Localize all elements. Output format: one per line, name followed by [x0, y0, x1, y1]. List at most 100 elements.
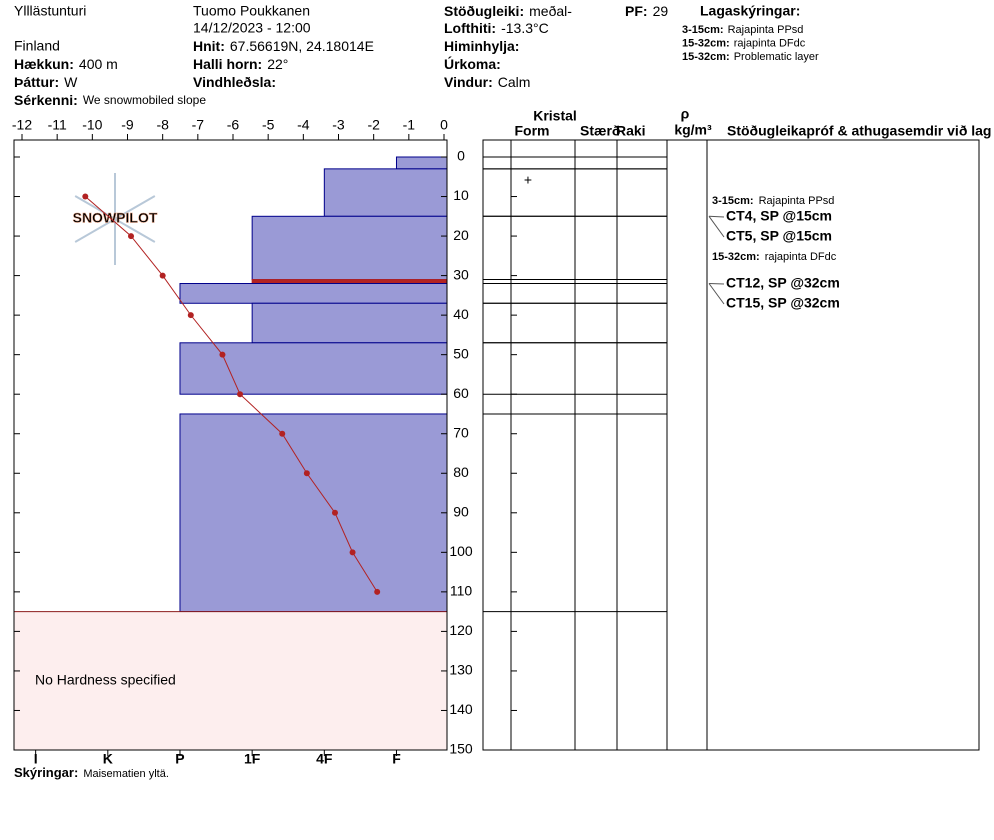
- header-field: Þáttur: W: [14, 74, 78, 90]
- field-value: 29: [653, 3, 669, 19]
- note-range: 15-32cm:: [682, 51, 730, 63]
- temperature-tick-label: -9: [121, 117, 134, 133]
- logo-flake: [74, 195, 156, 243]
- layer-comment: 3-15cm: Rajapinta PPsd: [712, 195, 834, 207]
- comment-range: 15-32cm:: [712, 251, 760, 263]
- field-label: Vindur:: [444, 74, 493, 90]
- header-field: Stöðugleiki: meðal-: [444, 3, 572, 19]
- stability-test: CT15, SP @32cm: [726, 295, 840, 311]
- depth-tick-label: 60: [453, 385, 469, 401]
- field-value: 22°: [267, 56, 288, 72]
- hardness-tick-label: P: [175, 751, 184, 767]
- test-arrow: [708, 215, 725, 218]
- header-field: Sérkenni: We snowmobiled slope: [14, 92, 206, 108]
- observer: Tuomo Poukkanen: [193, 3, 310, 19]
- depth-tick-label: 70: [453, 424, 469, 440]
- hardness-layer: [179, 283, 448, 304]
- header-field: Halli horn: 22°: [193, 56, 288, 72]
- temperature-point: [237, 391, 244, 398]
- temperature-point: [331, 509, 338, 516]
- field-value: 400 m: [79, 56, 118, 72]
- field-label: Hækkun:: [14, 56, 74, 72]
- crystal-form: +: [524, 171, 532, 187]
- field-value: Maisematien yltä.: [83, 768, 169, 780]
- datetime: 14/12/2023 - 12:00: [193, 20, 311, 36]
- note-text: Problematic layer: [734, 51, 819, 63]
- logo-text: SNOWPILOT: [73, 210, 158, 226]
- depth-tick-label: 140: [449, 701, 473, 717]
- depth-tick-label: 120: [449, 622, 473, 638]
- depth-tick-label: 100: [449, 543, 473, 559]
- temperature-tick-label: -8: [156, 117, 169, 133]
- hardness-layer: [179, 342, 448, 395]
- depth-tick-label: 50: [453, 345, 469, 361]
- header-field: Úrkoma:: [444, 55, 501, 72]
- field-label: Lofthiti:: [444, 20, 496, 36]
- temperature-tick-label: 0: [440, 117, 448, 133]
- stability-test: CT5, SP @15cm: [726, 228, 832, 244]
- hardness-tick-label: K: [103, 751, 113, 767]
- hardness-tick-label: I: [34, 751, 38, 767]
- layer-note: 15-32cm: Problematic layer: [682, 51, 819, 63]
- depth-tick-label: 20: [453, 227, 469, 243]
- column-header: Stærð: [580, 123, 620, 139]
- layer-table-frame: [482, 139, 980, 751]
- temperature-point: [219, 351, 226, 358]
- header-field: Himinhylja:: [444, 38, 519, 54]
- depth-tick-label: 130: [449, 662, 473, 678]
- header-field: Hækkun: 400 m: [14, 56, 118, 72]
- depth-tick-label: 80: [453, 464, 469, 480]
- stability-test: CT4, SP @15cm: [726, 208, 832, 224]
- temperature-tick-label: -6: [227, 117, 240, 133]
- test-arrow: [708, 283, 725, 305]
- stability-test: CT12, SP @32cm: [726, 275, 840, 291]
- hardness-tick-label: 1F: [244, 751, 261, 767]
- hardness-layer: [251, 215, 448, 281]
- column-header: Kristal: [533, 108, 577, 124]
- temperature-point: [279, 430, 286, 437]
- depth-tick-label: 40: [453, 306, 469, 322]
- temperature-tick-label: -7: [192, 117, 205, 133]
- country: Finland: [14, 38, 60, 54]
- comment-text: Rajapinta PPsd: [759, 195, 835, 207]
- field-value: -13.3°C: [501, 20, 549, 36]
- hardness-tick-label: F: [392, 751, 401, 767]
- depth-tick-label: 0: [457, 148, 465, 164]
- depth-tick-label: 150: [449, 741, 473, 757]
- hardness-layer: [323, 168, 448, 217]
- depth-tick-label: 30: [453, 266, 469, 282]
- field-label: Stöðugleiki:: [444, 3, 524, 19]
- hardness-layer: [251, 279, 448, 285]
- field-label: Vindhleðsla:: [193, 74, 276, 90]
- note-text: Rajapinta PPsd: [728, 24, 804, 36]
- header-field: Lofthiti: -13.3°C: [444, 20, 549, 36]
- temperature-point: [128, 233, 135, 240]
- field-label: Sérkenni:: [14, 92, 78, 108]
- hardness-layer: [251, 302, 448, 344]
- test-arrow: [708, 216, 725, 238]
- layer-notes-title: Lagaskýringar:: [700, 3, 800, 19]
- field-label: Úrkoma:: [444, 55, 501, 72]
- field-value: We snowmobiled slope: [83, 93, 207, 107]
- temperature-point: [187, 312, 194, 319]
- comment-text: rajapinta DFdc: [765, 251, 837, 263]
- header-field: Vindhleðsla:: [193, 74, 276, 90]
- depth-tick-label: 110: [450, 583, 473, 599]
- field-label: Himinhylja:: [444, 38, 519, 54]
- temperature-tick-label: -11: [48, 117, 67, 133]
- temperature-tick-label: -5: [262, 117, 275, 133]
- temperature-tick-label: -10: [82, 117, 102, 133]
- field-value: Calm: [498, 74, 531, 90]
- field-label: Hnit:: [193, 38, 225, 54]
- note-text: rajapinta DFdc: [734, 37, 806, 49]
- profile-frame: [13, 139, 448, 751]
- field-label: PF:: [625, 3, 648, 19]
- temperature-tick-label: -2: [367, 117, 380, 133]
- temperature-point: [349, 549, 356, 556]
- column-header: ρ: [681, 106, 690, 122]
- temperature-tick-label: -12: [12, 117, 32, 133]
- note-range: 15-32cm:: [682, 37, 730, 49]
- layer-note: 15-32cm: rajapinta DFdc: [682, 37, 806, 49]
- temperature-tick-label: -1: [403, 117, 416, 133]
- field-label: Þáttur:: [14, 74, 59, 90]
